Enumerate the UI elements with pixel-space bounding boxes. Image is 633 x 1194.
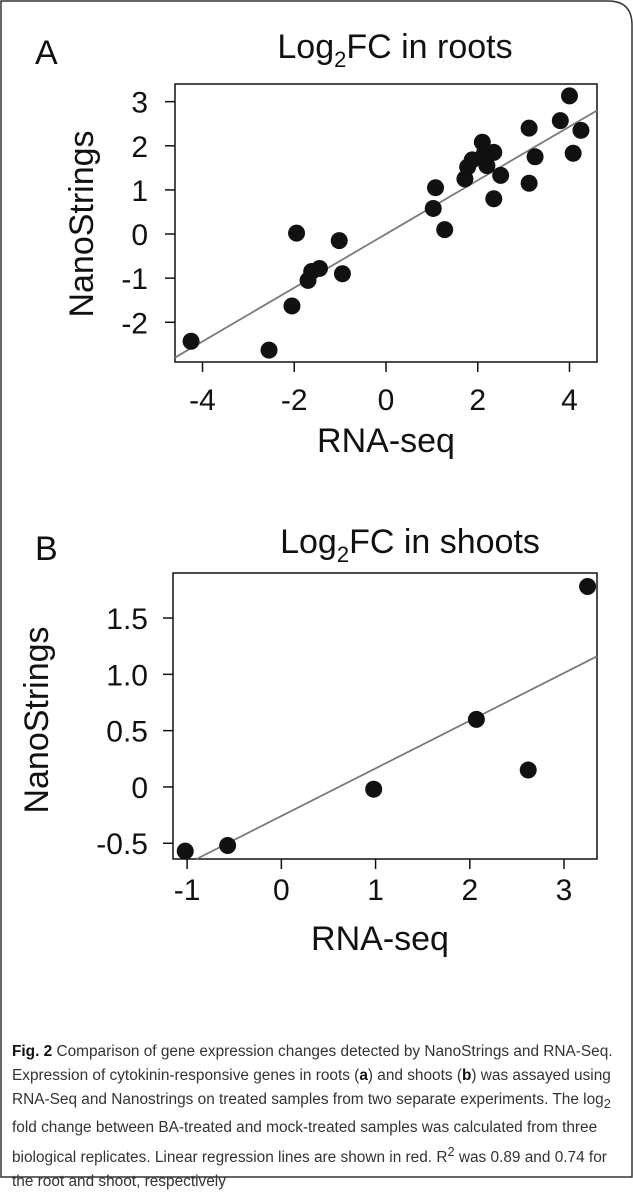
panel-a-y-tick-label: 0	[131, 219, 148, 252]
panel-b-y-tick-label: 0.5	[106, 716, 148, 749]
panel-a-data-point	[492, 166, 510, 184]
panel-a-y-tick-label: -2	[121, 307, 148, 340]
caption-text-3: ) was assayed using RNA-Seq and Nanostri…	[12, 1067, 611, 1108]
panel-a-data-point	[310, 259, 328, 277]
caption-letter-b: b	[461, 1067, 472, 1084]
panel-b-title-suffix: FC in shoots	[349, 523, 540, 561]
panel-a-data-point	[330, 232, 348, 250]
panel-b-data-point	[365, 780, 383, 798]
panel-a-x-tick-label: 0	[378, 384, 395, 417]
panel-b-plot-frame	[172, 572, 598, 860]
panel-b-data-point	[519, 761, 537, 779]
panel-a-data-point	[182, 332, 200, 350]
panel-b-x-label: RNA-seq	[311, 920, 449, 958]
caption-text-1: Comparison of gene expression changes de…	[12, 1043, 613, 1084]
panel-b-y-tick-label: 1.5	[106, 603, 148, 636]
panel-b-y-label: NanoStrings	[18, 626, 56, 813]
panel-b-title: Log2FC in shoots	[280, 523, 540, 567]
panel-a-data-point	[478, 157, 496, 175]
panel-b-y-tick-label: -0.5	[96, 828, 148, 861]
panel-a-data-point	[485, 143, 503, 161]
panel-a-data-point	[520, 119, 538, 137]
panel-b-y-tick-label: 0	[131, 772, 148, 805]
panel-a-y-tick-label: -1	[121, 263, 148, 296]
caption-letter-a: a	[359, 1067, 368, 1084]
panel-b-data-point	[176, 842, 194, 860]
panel-a-data-point	[436, 221, 454, 239]
panel-a-data-point	[333, 265, 351, 283]
panel-a-data-point	[572, 121, 590, 139]
panel-b-x-tick-label: 0	[273, 874, 290, 907]
panel-a-data-point	[424, 199, 442, 217]
panel-b-title-subscript: 2	[337, 542, 349, 567]
caption-figure-label: Fig. 2	[12, 1043, 53, 1060]
panel-a-x-tick-label: 2	[469, 384, 486, 417]
panel-a-x-tick-label: 4	[561, 384, 578, 417]
panel-a-data-point	[427, 179, 445, 197]
panel-a-data-point	[485, 190, 503, 208]
panel-a-x-tick-label: -2	[281, 384, 308, 417]
panel-a-data-point	[551, 112, 569, 130]
panel-b-x-tick-label: 1	[367, 874, 384, 907]
panel-b-x-tick-label: 2	[461, 874, 478, 907]
panel-a-y-tick-label: 2	[131, 131, 148, 164]
panel-b-data-point	[219, 836, 237, 854]
panel-a-y-tick-label: 3	[131, 87, 148, 120]
panel-a-data-point	[526, 148, 544, 166]
panel-a-title-suffix: FC in roots	[346, 28, 512, 66]
panel-a-x-tick-label: -4	[189, 384, 216, 417]
panel-a-y-tick-label: 1	[131, 175, 148, 208]
panel-b-data-point	[467, 710, 485, 728]
panel-a-plot-area: -4 -2 0 2 4 -2 -1 0 1 2 3	[121, 87, 598, 417]
panel-a-x-label: RNA-seq	[317, 422, 455, 460]
panel-a-data-point	[463, 151, 481, 169]
panel-b-y-tick-label: 1.0	[106, 659, 148, 692]
panel-a-data-point	[260, 341, 278, 359]
caption-text-2: ) and shoots (	[367, 1067, 462, 1084]
panel-b-letter: B	[35, 530, 58, 568]
caption-text-4: fold change between BA-treated and mock-…	[12, 1119, 598, 1167]
panel-b-plot-area: -1 0 1 2 3 -0.5 0 0.5 1.0 1.5	[96, 578, 598, 907]
panel-a-title-subscript: 2	[334, 47, 346, 72]
caption-subscript-2: 2	[603, 1096, 611, 1112]
panel-a-y-label: NanoStrings	[63, 130, 101, 317]
panel-a-title: Log2FC in roots	[277, 28, 512, 72]
panel-a-letter: A	[35, 34, 58, 72]
figure-caption: Fig. 2 Comparison of gene expression cha…	[12, 1040, 620, 1194]
panel-a-regression-line	[174, 109, 598, 359]
caption-superscript-2: 2	[447, 1144, 455, 1160]
panel-b-data-point	[579, 578, 597, 596]
panel-a-data-point	[283, 297, 301, 315]
panel-a-data-point	[520, 174, 538, 192]
panel-b-title-prefix: Log	[280, 523, 337, 561]
panel-a-title-prefix: Log	[277, 28, 334, 66]
panel-b: B Log2FC in shoots -1 0 1 2 3-0.500.51.01.5 …	[18, 523, 598, 958]
panel-b-x-tick-label: 3	[556, 874, 573, 907]
panel-b-x-tick-label: -1	[174, 874, 201, 907]
panel-b-regression-line	[196, 655, 598, 860]
panel-a-data-point	[564, 144, 582, 162]
panel-a-data-point	[288, 224, 306, 242]
panel-a-data-point	[560, 87, 578, 105]
